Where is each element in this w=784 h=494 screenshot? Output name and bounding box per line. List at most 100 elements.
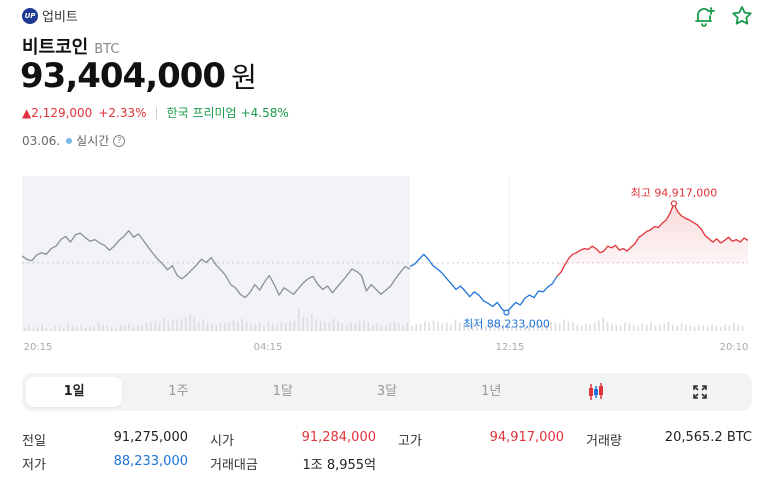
volume-bar bbox=[519, 324, 522, 331]
volume-bar bbox=[415, 324, 417, 331]
help-icon[interactable]: ? bbox=[113, 134, 126, 147]
volume-bar bbox=[424, 321, 426, 331]
volume-bar bbox=[667, 321, 670, 331]
volume-bar bbox=[184, 316, 187, 331]
volume-bar bbox=[585, 323, 587, 331]
coin-name: 비트코인 bbox=[22, 37, 89, 58]
volume-bar bbox=[437, 321, 439, 331]
volume-bar bbox=[180, 318, 183, 331]
stat-label: 시가 bbox=[210, 433, 234, 449]
stat-low: 저가 88,233,000 bbox=[22, 454, 188, 473]
volume-bar bbox=[358, 321, 361, 331]
volume-bar bbox=[71, 325, 74, 331]
volume-bar bbox=[711, 324, 713, 331]
volume-bar bbox=[50, 328, 52, 331]
price-chart[interactable]: 최고 94,917,000 최저 88,233,000 20:15 04:15 12:1… bbox=[22, 176, 750, 356]
stat-high: 고가 94,917,000 bbox=[398, 430, 564, 449]
volume-bar bbox=[502, 324, 504, 331]
change-amount: 2,129,000 bbox=[31, 105, 93, 120]
header-actions bbox=[692, 4, 754, 28]
exchange-badge[interactable]: UP 업비트 bbox=[22, 6, 78, 25]
volume-bar bbox=[463, 323, 465, 331]
tab-1y[interactable]: 1년 bbox=[481, 384, 502, 399]
volume-bar bbox=[728, 325, 731, 331]
change-up-arrow-icon: ▲ bbox=[22, 105, 32, 120]
volume-bar bbox=[602, 317, 605, 331]
stat-prev-close: 전일 91,275,000 bbox=[22, 430, 188, 449]
volume-bar bbox=[406, 322, 409, 331]
volume-bar bbox=[654, 325, 657, 331]
volume-bar bbox=[615, 324, 618, 331]
volume-bar bbox=[337, 321, 339, 331]
price-chart-svg: 최고 94,917,000 최저 88,233,000 20:15 04:15 12:1… bbox=[22, 176, 749, 353]
volume-bar bbox=[271, 323, 274, 331]
volume-bar bbox=[398, 323, 400, 331]
volume-bar bbox=[672, 324, 674, 331]
realtime-label: 실시간 bbox=[76, 134, 110, 148]
volume-bar bbox=[498, 322, 500, 331]
tab-1w[interactable]: 1주 bbox=[168, 384, 189, 399]
volume-bar bbox=[676, 325, 678, 331]
volume-bar bbox=[641, 323, 644, 331]
volume-bar bbox=[702, 325, 705, 331]
volume-bar bbox=[541, 323, 544, 331]
current-price: 93,404,000 원 bbox=[20, 56, 257, 96]
stat-label: 저가 bbox=[22, 457, 46, 473]
volume-bar bbox=[141, 324, 143, 331]
stat-volume: 거래량 20,565.2 BTC bbox=[586, 430, 752, 449]
volume-bar bbox=[63, 327, 65, 331]
tab-1d[interactable]: 1일 bbox=[26, 377, 123, 407]
stat-trade-value: 거래대금 1조 8,955억 bbox=[210, 454, 376, 473]
volume-bar bbox=[206, 322, 209, 331]
x-tick-label: 20:10 bbox=[720, 342, 749, 353]
volume-bar bbox=[306, 318, 309, 331]
favorite-star-icon[interactable] bbox=[730, 4, 754, 28]
volume-bar bbox=[680, 323, 683, 331]
add-alert-icon[interactable] bbox=[692, 4, 716, 28]
volume-bar bbox=[419, 323, 422, 331]
volume-bar bbox=[646, 324, 648, 331]
volume-bar bbox=[280, 322, 283, 331]
volume-bar bbox=[428, 322, 431, 331]
volume-bar bbox=[171, 319, 174, 331]
price-unit: 원 bbox=[231, 61, 257, 94]
volume-bar bbox=[150, 321, 152, 331]
volume-bar bbox=[215, 324, 217, 331]
premium-label[interactable]: 한국 프리미엄 bbox=[166, 106, 237, 120]
volume-bar bbox=[737, 324, 739, 331]
volume-bar bbox=[532, 324, 535, 331]
volume-bar bbox=[445, 322, 448, 331]
volume-bar bbox=[289, 321, 291, 331]
volume-bar bbox=[37, 326, 39, 331]
volume-bar bbox=[659, 324, 661, 331]
volume-bar bbox=[458, 322, 461, 331]
status-row: 03.06. 실시간 ? bbox=[22, 132, 126, 149]
volume-bar bbox=[441, 323, 444, 331]
stat-value: 91,275,000 bbox=[113, 429, 188, 445]
volume-bar bbox=[115, 327, 117, 331]
tab-3m[interactable]: 3달 bbox=[376, 384, 398, 399]
change-percent: +2.33% bbox=[98, 105, 147, 120]
volume-bar bbox=[545, 324, 548, 331]
volume-bar bbox=[393, 321, 396, 331]
volume-bar bbox=[202, 319, 204, 331]
volume-bar bbox=[624, 322, 626, 331]
upbit-logo-icon: UP bbox=[22, 7, 38, 24]
volume-bar bbox=[276, 324, 278, 331]
volume-bar bbox=[124, 325, 126, 331]
volume-bar bbox=[559, 323, 561, 331]
volume-bar bbox=[84, 327, 87, 331]
low-marker bbox=[503, 309, 510, 316]
volume-bar bbox=[158, 322, 161, 331]
candlestick-toggle[interactable] bbox=[547, 377, 643, 407]
high-marker bbox=[670, 200, 678, 207]
volume-bar bbox=[154, 320, 157, 331]
volume-bar bbox=[311, 314, 313, 331]
fullscreen-button[interactable] bbox=[652, 377, 748, 407]
tab-1m[interactable]: 1달 bbox=[272, 384, 293, 399]
volume-bar bbox=[254, 324, 257, 331]
volume-bar bbox=[576, 324, 578, 331]
volume-bar bbox=[250, 323, 252, 331]
expand-icon bbox=[693, 384, 707, 399]
stat-value: 91,284,000 bbox=[301, 429, 376, 445]
